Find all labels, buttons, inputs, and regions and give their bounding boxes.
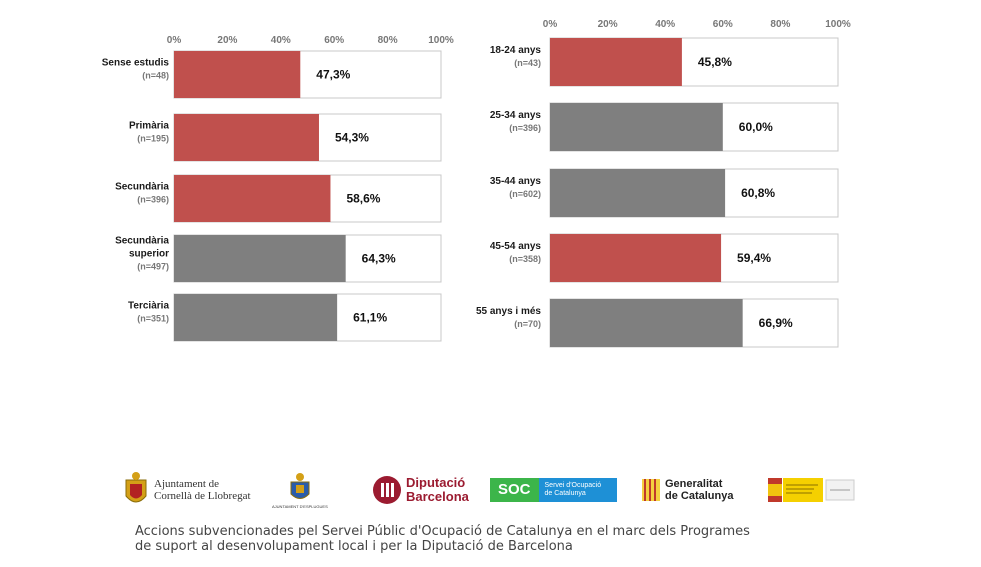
category-label: Terciària bbox=[128, 301, 169, 312]
data-label: 66,9% bbox=[759, 316, 793, 330]
x-tick-label: 0% bbox=[543, 19, 558, 30]
x-tick-label: 0% bbox=[167, 35, 182, 46]
x-tick-label: 80% bbox=[378, 35, 398, 46]
category-label: 45-54 anys bbox=[490, 241, 542, 252]
category-label: Secundària bbox=[115, 236, 169, 247]
x-tick-label: 100% bbox=[428, 35, 454, 46]
generalitat-line2: de Catalunya bbox=[665, 490, 734, 502]
generalitat-line1: Generalitat bbox=[665, 478, 723, 490]
sample-size-label: (n=358) bbox=[509, 254, 541, 264]
ministry-emblem-icon bbox=[768, 478, 855, 502]
cornella-line1: Ajuntament de bbox=[154, 478, 220, 490]
bar bbox=[550, 234, 722, 282]
x-tick-label: 20% bbox=[217, 35, 237, 46]
x-tick-label: 40% bbox=[271, 35, 291, 46]
esplugues-text: AJUNTAMENT D'ESPLUGUES bbox=[272, 503, 328, 509]
bar bbox=[174, 51, 301, 98]
data-label: 58,6% bbox=[346, 192, 380, 206]
generalitat-emblem-icon bbox=[642, 479, 660, 501]
diputacio-line1: Diputació bbox=[406, 475, 466, 490]
chart-education: 0% 20% 40% 60% 80% 100% Sense estudis (n=48) 47,… bbox=[102, 35, 454, 342]
x-tick-label: 60% bbox=[713, 19, 733, 30]
sample-size-label: (n=351) bbox=[137, 314, 169, 324]
footer-line2: de suport al desenvolupament local i per… bbox=[135, 539, 573, 554]
category-label: 55 anys i més bbox=[476, 306, 541, 317]
esplugues-logo: AJUNTAMENT D'ESPLUGUES bbox=[272, 466, 328, 514]
category-label: Secundària bbox=[115, 182, 169, 193]
bar bbox=[174, 175, 331, 222]
cornella-line2: Cornellà de Llobregat bbox=[154, 490, 251, 502]
cornella-crest-icon bbox=[125, 472, 147, 503]
bar bbox=[550, 38, 682, 86]
diputacio-line2: Barcelona bbox=[406, 489, 469, 504]
soc-text-line1: Servei d'Ocupació bbox=[544, 482, 602, 489]
x-tick-label: 60% bbox=[324, 35, 344, 46]
category-label: Primària bbox=[129, 121, 169, 132]
esplugues-crest-icon bbox=[290, 472, 310, 499]
category-label: 25-34 anys bbox=[490, 110, 542, 121]
data-label: 47,3% bbox=[316, 68, 350, 82]
sample-size-label: (n=48) bbox=[142, 71, 169, 81]
soc-text-line2: de Catalunya bbox=[544, 490, 586, 497]
data-label: 64,3% bbox=[362, 252, 396, 266]
x-tick-label: 20% bbox=[598, 19, 618, 30]
ministry-logo bbox=[768, 466, 856, 514]
cornella-logo: Ajuntament de Cornellà de Llobregat bbox=[122, 466, 251, 514]
category-label: 18-24 anys bbox=[490, 45, 542, 56]
bar bbox=[174, 235, 346, 282]
bar bbox=[550, 169, 726, 217]
bar bbox=[174, 294, 338, 341]
logo-strip: Ajuntament de Cornellà de Llobregat AJUN… bbox=[122, 466, 862, 514]
sample-size-label: (n=497) bbox=[137, 262, 169, 272]
data-label: 54,3% bbox=[335, 131, 369, 145]
sample-size-label: (n=70) bbox=[514, 319, 541, 329]
chart-age: 0% 20% 40% 60% 80% 100% 18-24 anys (n=43) 45,8% 2… bbox=[476, 19, 851, 348]
diputacio-logo: Diputació Barcelona bbox=[372, 466, 469, 514]
sample-size-label: (n=602) bbox=[509, 189, 541, 199]
soc-logo: SOC Servei d'Ocupació de Catalunya bbox=[490, 466, 617, 514]
data-label: 60,8% bbox=[741, 186, 775, 200]
category-label: superior bbox=[129, 249, 169, 260]
bar bbox=[550, 299, 743, 347]
category-label: Sense estudis bbox=[102, 58, 170, 69]
sample-size-label: (n=195) bbox=[137, 134, 169, 144]
sample-size-label: (n=43) bbox=[514, 58, 541, 68]
bar bbox=[174, 114, 319, 161]
data-label: 59,4% bbox=[737, 251, 771, 265]
data-label: 61,1% bbox=[353, 311, 387, 325]
footer-note: Accions subvencionades pel Servei Públic… bbox=[135, 524, 835, 554]
bar bbox=[550, 103, 723, 151]
x-tick-label: 100% bbox=[825, 19, 851, 30]
generalitat-logo: Generalitat de Catalunya bbox=[642, 466, 733, 514]
diputacio-emblem-icon bbox=[373, 476, 401, 504]
sample-size-label: (n=396) bbox=[509, 123, 541, 133]
x-tick-label: 40% bbox=[655, 19, 675, 30]
category-label: 35-44 anys bbox=[490, 176, 542, 187]
soc-abbr: SOC bbox=[490, 478, 539, 502]
footer-line1: Accions subvencionades pel Servei Públic… bbox=[135, 524, 750, 539]
data-label: 60,0% bbox=[739, 120, 773, 134]
x-tick-label: 80% bbox=[770, 19, 790, 30]
data-label: 45,8% bbox=[698, 55, 732, 69]
sample-size-label: (n=396) bbox=[137, 195, 169, 205]
